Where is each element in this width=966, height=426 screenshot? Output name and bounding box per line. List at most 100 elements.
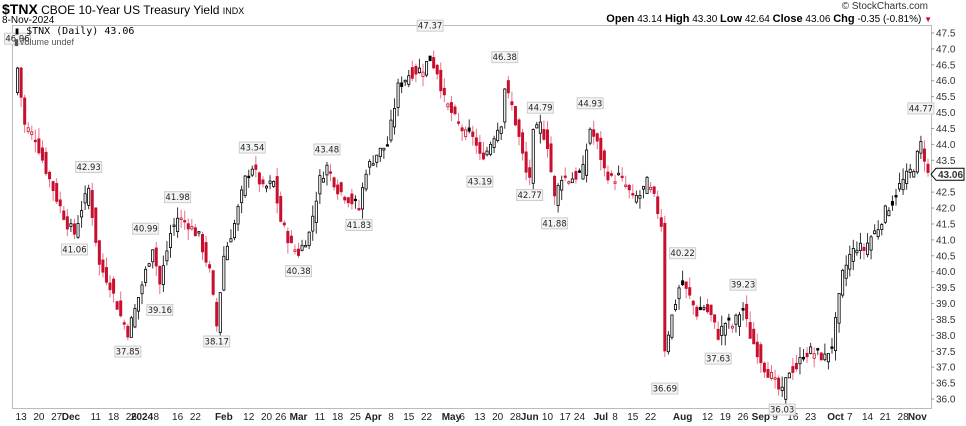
candle: [129, 317, 133, 338]
candle: [261, 179, 265, 185]
price-annotation: 40.38: [285, 265, 313, 278]
candle: [364, 173, 368, 190]
y-tick-label: 38.5: [936, 315, 956, 326]
candle: [268, 180, 272, 184]
chart-plot-area[interactable]: [12, 25, 932, 409]
candle: [826, 353, 830, 363]
candle: [293, 249, 297, 252]
instrument-name: CBOE 10-Year US Treasury Yield: [41, 3, 220, 17]
y-tick-label: 37.5: [936, 347, 956, 358]
candle: [556, 185, 560, 207]
x-tick-label: 28: [898, 412, 910, 423]
candle: [876, 229, 880, 237]
candle: [844, 264, 848, 279]
x-tick-label: 20: [261, 412, 273, 423]
candle: [521, 132, 525, 154]
candle: [748, 322, 752, 339]
x-tick-label: 2024: [131, 412, 154, 423]
x-tick-label: 18: [332, 412, 344, 423]
candle: [190, 226, 194, 230]
candle: [595, 133, 599, 142]
candle: [161, 265, 165, 285]
candle: [645, 176, 649, 194]
y-tick-label: 36.0: [936, 395, 956, 406]
x-tick-label: 22: [190, 412, 202, 423]
x-tick-label: 26: [738, 412, 750, 423]
x-tick-label: 6: [459, 412, 465, 423]
candle: [211, 270, 215, 295]
candle: [709, 304, 713, 316]
candle: [841, 269, 845, 296]
x-tick-label: 26: [126, 412, 138, 423]
svg-text:46.96: 46.96: [5, 35, 29, 45]
candle: [787, 372, 791, 379]
candle: [375, 154, 379, 163]
svg-text:44.93: 44.93: [578, 99, 602, 109]
candle: [599, 137, 603, 161]
price-annotation: 42.93: [75, 160, 103, 173]
candle: [385, 144, 389, 147]
x-tick-label: 23: [805, 412, 817, 423]
price-annotation: 39.23: [729, 278, 757, 291]
y-tick-label: 44.5: [936, 124, 956, 135]
candle: [449, 102, 453, 113]
svg-text:36.69: 36.69: [653, 385, 677, 395]
candle: [30, 131, 34, 135]
svg-text:37.63: 37.63: [706, 355, 730, 365]
candle: [183, 220, 187, 223]
x-tick-label: Feb: [215, 412, 233, 423]
candle: [506, 80, 510, 94]
candle: [499, 126, 503, 134]
candle: [830, 346, 834, 349]
price-annotation: 43.48: [313, 143, 341, 156]
volume-bars-icon: ▮: [14, 37, 19, 47]
candle: [44, 151, 48, 174]
candle: [272, 180, 276, 187]
svg-text:41.98: 41.98: [165, 193, 189, 203]
candle: [55, 183, 59, 202]
candle: [236, 206, 240, 225]
candle: [855, 249, 859, 254]
candle: [339, 182, 343, 193]
candle: [887, 210, 891, 217]
candle: [858, 242, 862, 251]
price-annotation: 43.54: [238, 141, 266, 154]
x-tick-label: 22: [645, 412, 657, 423]
svg-text:43.48: 43.48: [315, 145, 339, 155]
candle: [442, 87, 446, 96]
candle: [492, 138, 496, 148]
candle: [460, 127, 464, 132]
y-tick-label: 42.5: [936, 188, 956, 199]
candle: [439, 69, 443, 92]
open-value: 43.14: [637, 14, 663, 25]
x-tick-label: 8: [153, 412, 159, 423]
x-tick-label: 17: [560, 412, 572, 423]
candle: [681, 280, 685, 286]
candle: [382, 147, 386, 151]
candle: [172, 224, 176, 227]
candle: [250, 168, 254, 176]
candle: [122, 322, 126, 325]
x-tick-label: Sep: [752, 412, 770, 423]
y-tick-label: 40.5: [936, 251, 956, 262]
candle: [151, 249, 155, 263]
x-tick-label: 28: [510, 412, 522, 423]
price-annotation: 41.83: [345, 218, 373, 231]
svg-text:41.88: 41.88: [542, 219, 566, 229]
candle: [393, 108, 397, 128]
candle: [898, 183, 902, 190]
high-label: High: [665, 13, 690, 25]
candle: [549, 143, 553, 173]
candle: [691, 300, 695, 306]
price-annotation: 41.06: [60, 243, 88, 256]
svg-text:40.99: 40.99: [133, 225, 157, 235]
candle: [247, 175, 251, 179]
candle: [464, 129, 468, 138]
candle: [336, 184, 340, 195]
open-label: Open: [606, 13, 635, 25]
candle: [332, 177, 336, 188]
candle: [65, 216, 69, 230]
candle: [275, 176, 279, 204]
candle: [802, 356, 806, 360]
